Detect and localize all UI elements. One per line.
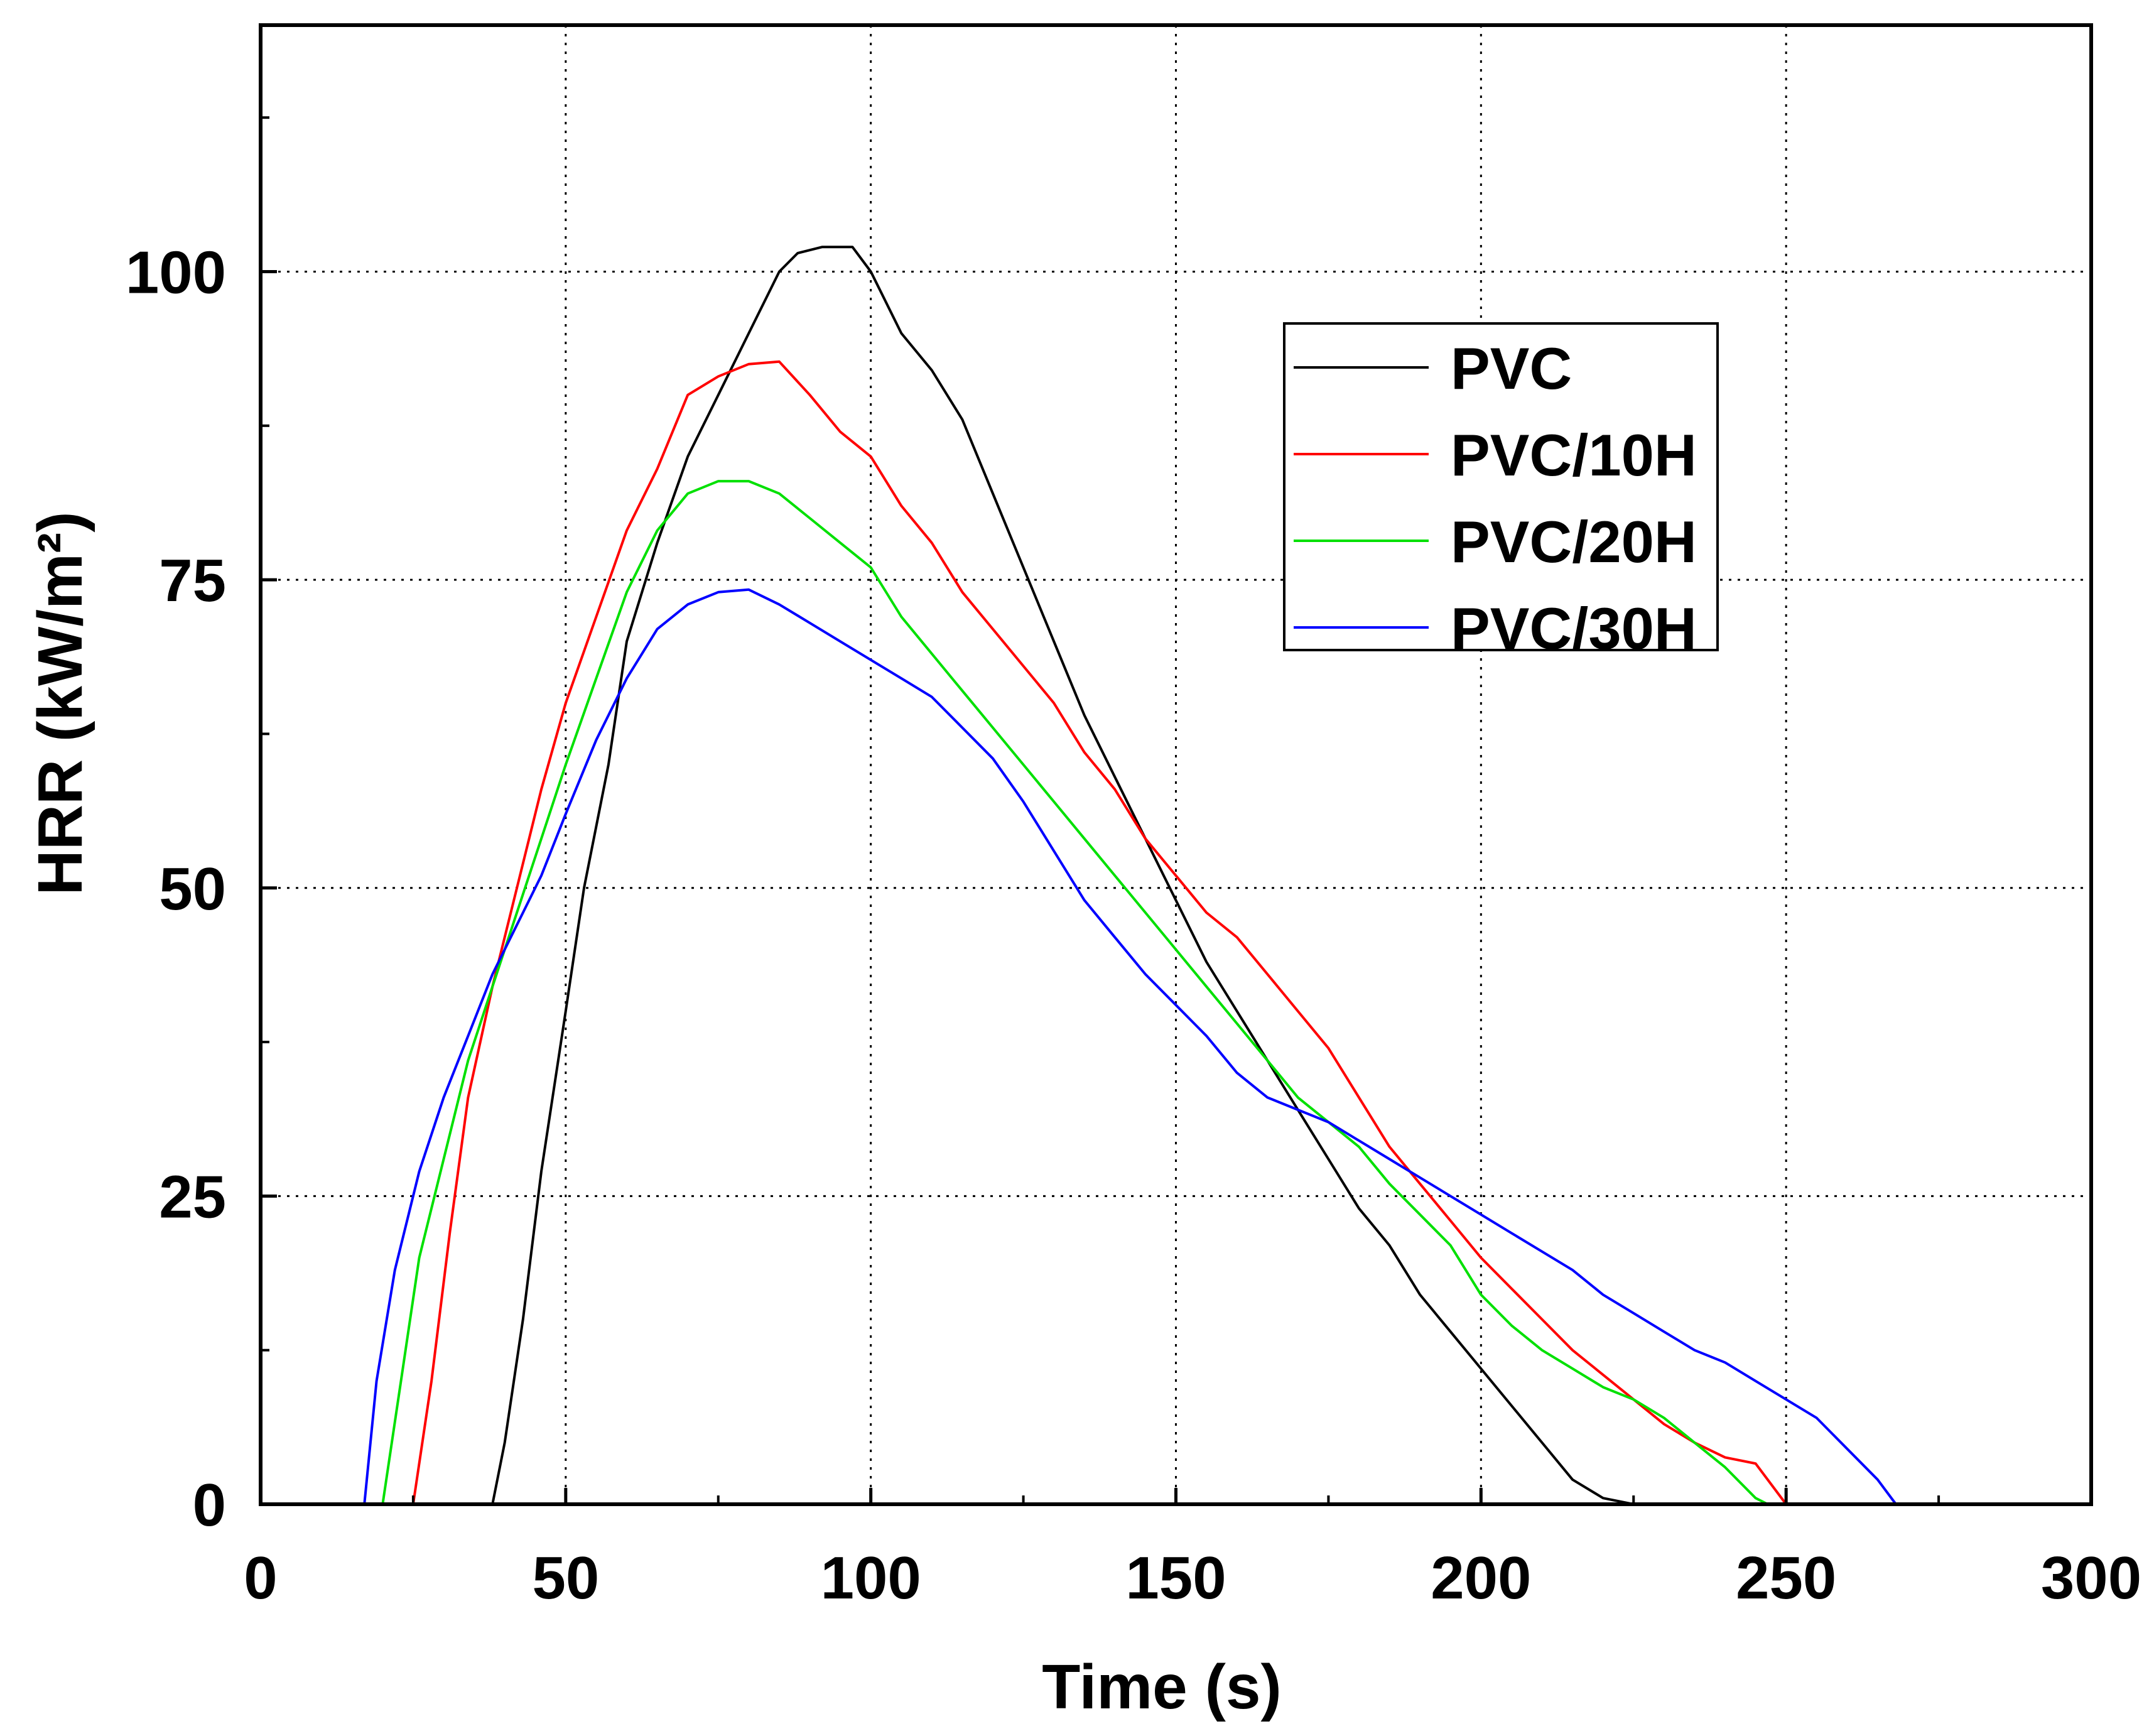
- series-line-pvc-30h: [261, 588, 1897, 1505]
- y-tick-label: 25: [159, 1163, 226, 1230]
- x-tick-label: 250: [1736, 1544, 1836, 1612]
- x-tick-label: 150: [1125, 1544, 1226, 1612]
- x-tick-label: 100: [821, 1544, 921, 1612]
- y-tick-label: 100: [126, 239, 226, 307]
- legend-label: PVC: [1451, 335, 1572, 401]
- grid-layer: [261, 25, 2091, 1504]
- y-tick-label: 0: [193, 1472, 226, 1539]
- series-line-pvc: [261, 246, 1634, 1505]
- legend-label: PVC/20H: [1451, 509, 1697, 575]
- legend-label: PVC/10H: [1451, 422, 1697, 488]
- y-tick-label: 50: [159, 855, 226, 923]
- y-tick-label: 75: [159, 547, 226, 614]
- series-line-pvc-20h: [261, 480, 1768, 1505]
- x-tick-label: 50: [532, 1544, 599, 1612]
- x-tick-label: 300: [2041, 1544, 2141, 1612]
- x-tick-label: 200: [1431, 1544, 1531, 1612]
- y-axis-label: HRR (kW/m²): [25, 511, 95, 895]
- legend-label: PVC/30H: [1451, 595, 1697, 661]
- legend: PVC PVC/10H PVC/20H PVC/30H: [1283, 322, 1719, 661]
- legend-box: [1283, 322, 1719, 651]
- tick-layer: 0 50 100 150 200 250 300 0 25 50 75 100: [126, 116, 2141, 1612]
- legend-items: PVC PVC/10H PVC/20H PVC/30H: [1294, 335, 1697, 661]
- x-axis-label: Time (s): [1042, 1652, 1282, 1722]
- series-layer: [261, 246, 1897, 1505]
- series-line-pvc-10h: [261, 360, 1787, 1505]
- x-tick-label: 0: [244, 1544, 277, 1612]
